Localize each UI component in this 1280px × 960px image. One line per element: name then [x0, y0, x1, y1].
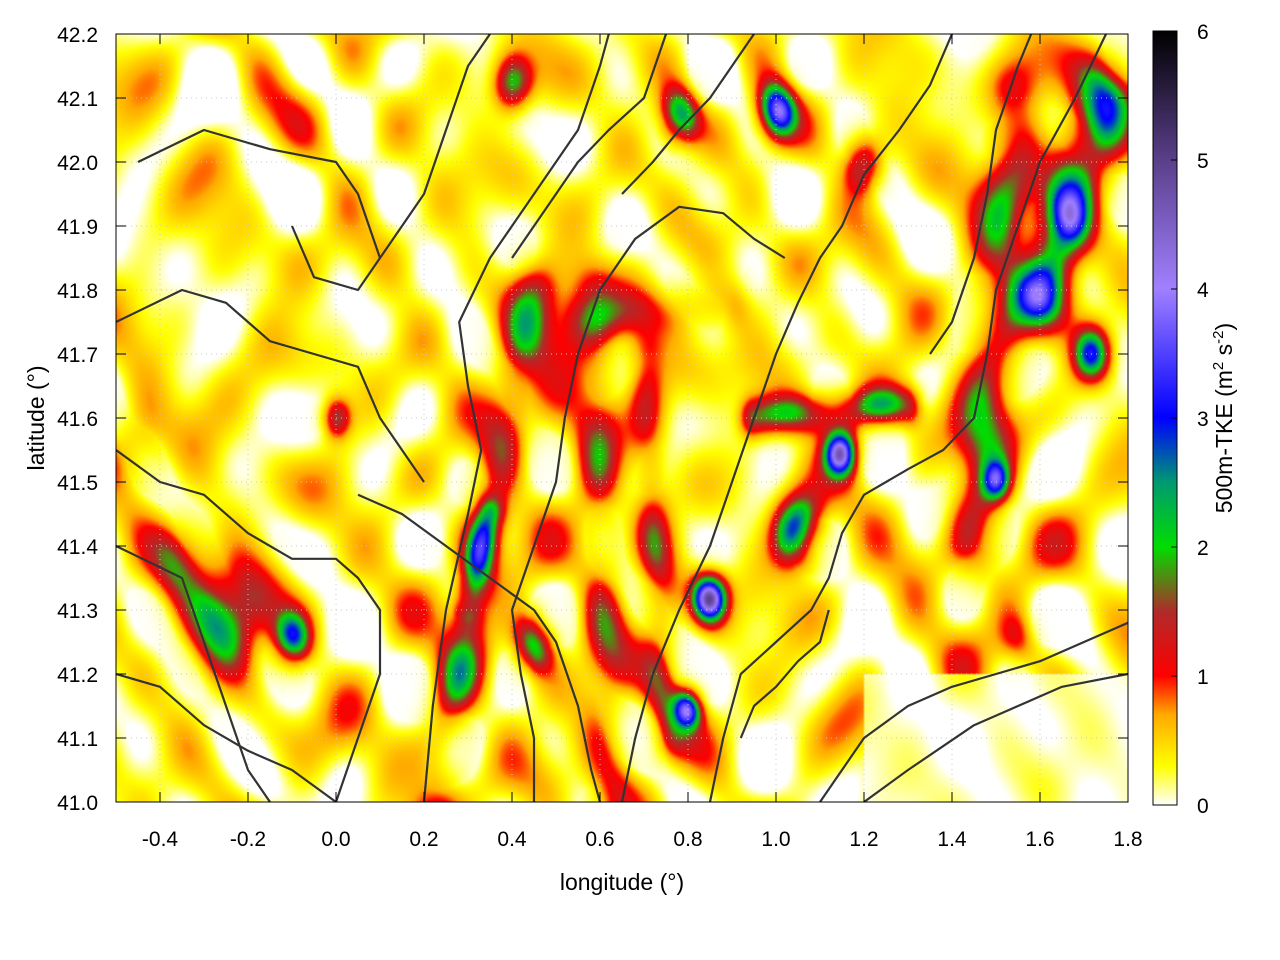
- contour-line: [422, 34, 610, 802]
- y-tick-label: 41.2: [57, 664, 98, 687]
- x-tick-label: 0.0: [321, 828, 350, 851]
- contour-line: [863, 672, 1128, 802]
- x-tick-label: -0.2: [230, 828, 266, 851]
- y-tick-label: 41.5: [57, 472, 98, 495]
- y-tick-label: 41.6: [57, 408, 98, 431]
- y-axis: 41.0 41.1 41.2 41.3 41.4 41.5 41.6 41.7 41.8 41.9…: [57, 24, 1128, 815]
- colorbar-label-sup2: -2: [1210, 330, 1227, 343]
- colorbar-ticks: 0 1 2 3 4 5 6: [1171, 21, 1209, 818]
- y-tick-label: 42.2: [57, 24, 98, 47]
- colorbar-tick-label: 6: [1197, 21, 1209, 44]
- y-tick-label: 42.0: [57, 152, 98, 175]
- colorbar-label: 500m-TKE (m2 s-2): [1210, 323, 1237, 513]
- colorbar-tick-label: 3: [1197, 408, 1209, 431]
- contour-line: [116, 449, 382, 802]
- contour-line: [510, 205, 786, 802]
- x-tick-label: 1.0: [761, 828, 790, 851]
- colorbar-tick-label: 5: [1197, 150, 1209, 173]
- contour-line: [929, 34, 1033, 355]
- colorbar-label-main: 500m-TKE (m: [1211, 370, 1237, 513]
- contour-line: [620, 34, 954, 802]
- contour-line: [357, 493, 602, 802]
- y-tick-label: 41.8: [57, 280, 98, 303]
- colorbar-tick-label: 4: [1197, 279, 1209, 302]
- x-tick-label: 0.8: [673, 828, 702, 851]
- y-tick-label: 41.7: [57, 344, 98, 367]
- colorbar-tick-label: 1: [1197, 666, 1209, 689]
- x-tick-label: -0.4: [142, 828, 179, 851]
- y-tick-label: 41.3: [57, 600, 98, 623]
- colorbar-label-mid: s: [1211, 344, 1237, 362]
- grid-lines: [116, 34, 1128, 802]
- contour-line: [511, 34, 668, 259]
- x-axis: -0.4 -0.2 0.0 0.2 0.4 0.6 0.8 1.0 1.2 1.4 1.6 1.8: [142, 34, 1143, 851]
- contour-line: [116, 288, 425, 483]
- contour-line: [137, 128, 382, 292]
- colorbar-tick-label: 0: [1197, 795, 1209, 818]
- colorbar-label-end: ): [1211, 323, 1237, 331]
- x-tick-label: 1.4: [937, 828, 967, 851]
- y-tick-label: 41.9: [57, 216, 98, 239]
- y-axis-title: latitude (°): [23, 365, 49, 470]
- y-tick-label: 41.1: [57, 728, 98, 751]
- contour-line: [708, 34, 1107, 802]
- contour-line: [819, 621, 1128, 802]
- y-tick-label: 41.4: [57, 536, 98, 559]
- x-tick-label: 0.6: [585, 828, 614, 851]
- y-tick-label: 41.0: [57, 792, 98, 815]
- x-tick-label: 1.6: [1025, 828, 1054, 851]
- x-tick-label: 1.2: [849, 828, 878, 851]
- y-tick-label: 42.1: [57, 88, 98, 111]
- contour-line: [739, 609, 830, 739]
- colorbar-label-sup1: 2: [1210, 362, 1227, 370]
- contour-line: [116, 545, 271, 802]
- x-tick-label: 0.2: [409, 828, 438, 851]
- contour-line: [621, 34, 755, 195]
- contour-line: [116, 672, 337, 802]
- x-tick-label: 0.4: [497, 828, 527, 851]
- contour-lines: [116, 34, 1128, 802]
- x-tick-label: 1.8: [1113, 828, 1142, 851]
- x-axis-title: longitude (°): [560, 869, 684, 895]
- colorbar-tick-label: 2: [1197, 537, 1209, 560]
- contour-line: [379, 34, 491, 259]
